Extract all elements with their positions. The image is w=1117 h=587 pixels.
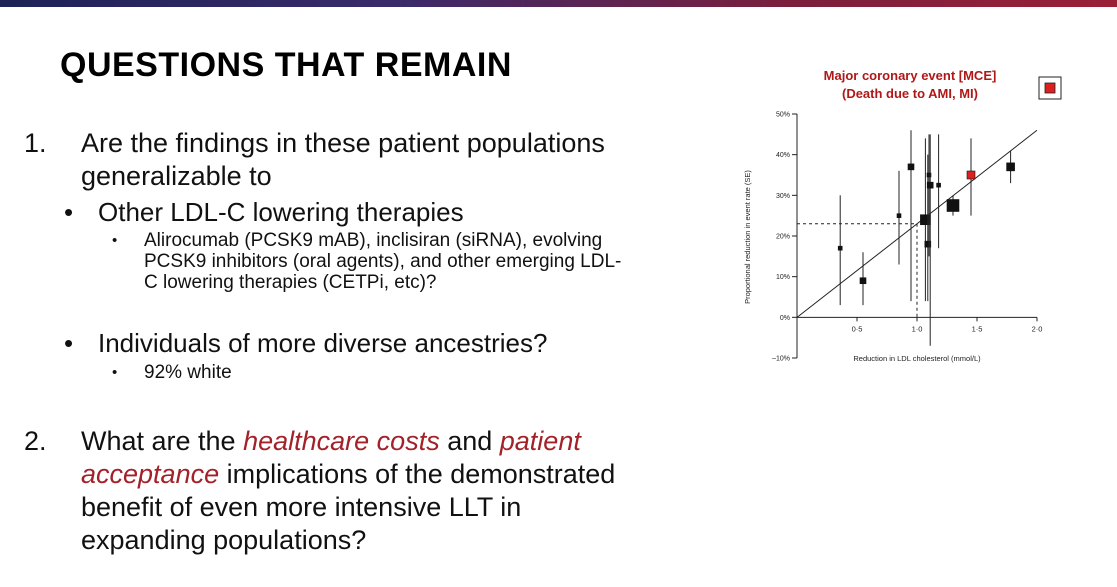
x-tick-label: 2·0 [1032,324,1043,333]
data-point [859,277,867,285]
chart-title: Major coronary event [MCE] [824,68,997,83]
y-tick-label: 20% [776,234,790,241]
chart-subtitle: (Death due to AMI, MI) [842,86,978,101]
data-point [1006,162,1015,172]
data-point [936,182,941,188]
y-tick-label: 0% [780,315,790,322]
y-axis-label: Proportional reduction in event rate (SE… [743,170,752,304]
legend-marker [1044,82,1056,94]
y-tick-label: 10% [776,274,790,281]
detail-line-2: PCSK9 inhibitors (oral agents), and othe… [144,251,622,272]
x-tick-label: 1·5 [972,324,983,333]
slide-title: QUESTIONS THAT REMAIN [60,46,512,84]
question-1-line-1: Are the findings in these patient popula… [81,128,605,158]
data-point [926,181,934,189]
healthcare-costs-emphasis: healthcare costs [243,426,440,456]
sub-bullet-dot: • [112,364,118,381]
data-point [946,199,960,212]
bullet-dot: • [64,197,74,227]
x-tick-label: 0·5 [852,324,863,333]
data-point [966,170,976,180]
data-point [896,213,902,218]
data-point [926,172,932,178]
question-2-mid: and [439,426,500,456]
data-point [837,245,843,251]
x-axis-label: Reduction in LDL cholesterol (mmol/L) [853,354,981,363]
question-2-line-3: benefit of even more intensive LLT in [81,492,522,522]
bullet-ldl-therapies-text: Other LDL-C lowering therapies [98,197,464,227]
x-tick-label: 1·0 [912,324,923,333]
patient-emphasis: patient [499,426,581,456]
top-accent-bar [0,0,1117,7]
bullet-diverse-ancestries-text: Individuals of more diverse ancestries? [98,328,548,358]
sub-bullet-dot: • [112,232,118,249]
y-tick-label: 40% [776,152,790,159]
y-tick-label: –10% [772,356,790,363]
question-2-number: 2. [24,426,47,456]
regression-line [796,129,1038,318]
bullet-dot: • [64,328,74,358]
y-tick-label: 50% [776,112,790,119]
detail-line-1: Alirocumab (PCSK9 mAB), inclisiran (siRN… [144,230,603,251]
question-2-line-1: What are the healthcare costs and patien… [81,425,581,458]
y-tick-label: 30% [776,193,790,200]
detail-white-text: 92% white [144,362,232,383]
data-point [907,163,915,171]
mce-chart: Major coronary event [MCE] (Death due to … [743,68,1062,363]
question-2-line-2-rest: implications of the demonstrated [219,459,616,489]
question-2-line-2: acceptance implications of the demonstra… [81,458,615,491]
acceptance-emphasis: acceptance [81,459,220,489]
question-2-line-4: expanding populations? [81,525,367,555]
question-1-line-2: generalizable to [81,161,272,191]
question-1-number: 1. [24,128,47,158]
question-2-pre: What are the [81,426,244,456]
detail-line-3: C lowering therapies (CETPi, etc)? [144,272,437,293]
data-point [924,240,932,248]
